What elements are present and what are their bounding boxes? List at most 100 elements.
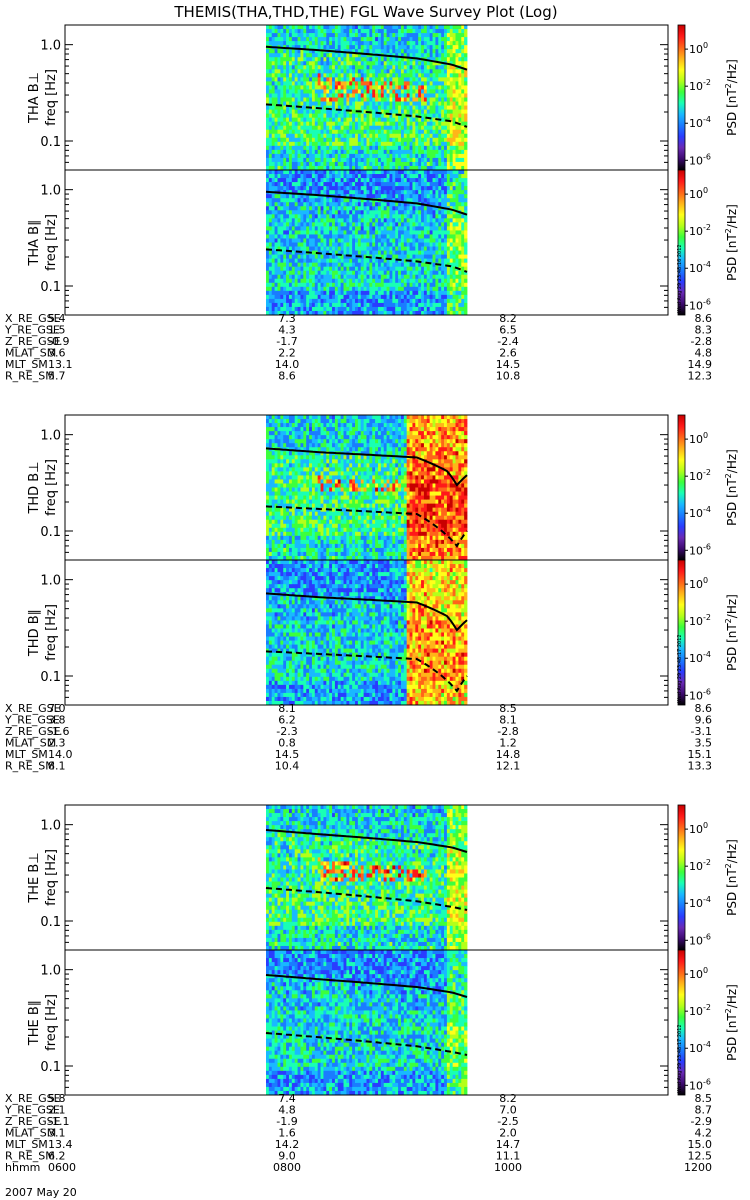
ephemeris-value: 1.5 bbox=[48, 324, 66, 337]
ephemeris-row-label: X_RE_GSE bbox=[5, 312, 61, 325]
freq-axis-label: freq [Hz] bbox=[44, 214, 59, 271]
ephemeris-value: 4.3 bbox=[278, 324, 296, 337]
gyrofrequency-line bbox=[265, 45, 468, 71]
ephemeris-value: 2.3 bbox=[48, 737, 66, 750]
ephemeris-value: 8.6 bbox=[278, 370, 296, 383]
colorbar-tick-label: 100 bbox=[689, 966, 708, 981]
ephemeris-value: 9.0 bbox=[278, 1150, 296, 1163]
colorbar bbox=[677, 414, 686, 561]
colorbar bbox=[677, 24, 686, 171]
colorbar-tick-label: 10-2 bbox=[689, 613, 711, 628]
colorbar-tick-label: 10-6 bbox=[689, 152, 711, 167]
ephemeris-value: 6.2 bbox=[278, 714, 296, 727]
ephemeris-value: 3.1 bbox=[48, 1127, 66, 1140]
ephemeris-row-label: hhmm bbox=[5, 1161, 40, 1174]
colorbar-tick-label: 10-4 bbox=[689, 895, 711, 910]
plot-timestamp: Wed Aug 29 23:48:17 2012 bbox=[677, 634, 683, 703]
ephemeris-row-label: Y_RE_GSE bbox=[4, 1104, 60, 1117]
spectrogram-panel-thd-perp: 1.0 0.1 THD B⊥ freq [Hz] 100 10-2 10-4 10-6 PSD … bbox=[27, 414, 739, 561]
colorbar-tick-label: 10-6 bbox=[689, 542, 711, 557]
spectrogram-image bbox=[266, 415, 468, 561]
gyrofrequency-line bbox=[265, 974, 468, 998]
panel-frame bbox=[64, 169, 669, 316]
ephemeris-value: 10.4 bbox=[275, 760, 300, 773]
ephemeris-row-label: Z_RE_GSE bbox=[5, 335, 61, 348]
ephemeris-row-label: MLT_SM bbox=[5, 358, 48, 371]
plot-timestamp: Wed Aug 29 23:48:16 2012 bbox=[677, 244, 683, 313]
ephemeris-value: 4.8 bbox=[278, 1104, 296, 1117]
colorbar bbox=[677, 169, 686, 316]
spectrogram-panel-the-par: 1.0 0.1 THE B∥ freq [Hz] 100 10-2 10-4 10-6 PSD … bbox=[27, 949, 739, 1096]
freq-tick-label: 0.1 bbox=[40, 135, 61, 150]
ephemeris-value: 8.2 bbox=[499, 312, 517, 325]
plot-timestamp: Wed Aug 29 23:48:17 2012 bbox=[677, 1024, 683, 1093]
colorbar-tick-label: 10-6 bbox=[689, 687, 711, 702]
colorbar-tick-label: 10-2 bbox=[689, 468, 711, 483]
colorbar-tick-label: 100 bbox=[689, 186, 708, 201]
ephemeris-value: -1.9 bbox=[276, 1115, 297, 1128]
colorbar-tick-label: 10-4 bbox=[689, 260, 711, 275]
spectrogram-panel-the-perp: 1.0 0.1 THE B⊥ freq [Hz] 100 10-2 10-4 10-6 PSD … bbox=[27, 804, 739, 951]
ephemeris-value: 8.5 bbox=[499, 702, 517, 715]
spectrogram-image bbox=[266, 560, 468, 706]
ephemeris-row-label: R_RE_SM bbox=[5, 1150, 55, 1163]
freq-tick-label: 1.0 bbox=[40, 39, 61, 54]
ephemeris-value: 1200 bbox=[684, 1161, 712, 1174]
freq-tick-label: 1.0 bbox=[40, 964, 61, 979]
ephemeris-row-label: MLAT_SM bbox=[5, 1127, 56, 1140]
ephemeris-value: 12.5 bbox=[688, 1150, 713, 1163]
ephemeris-value: 15.1 bbox=[688, 748, 713, 761]
ephemeris-value: 15.0 bbox=[688, 1138, 713, 1151]
ephemeris-value: 8.3 bbox=[695, 324, 713, 337]
ephemeris-row-label: X_RE_GSE bbox=[5, 1092, 61, 1105]
colorbar-tick-label: 10-4 bbox=[689, 650, 711, 665]
ephemeris-value: 14.5 bbox=[275, 748, 300, 761]
freq-tick-label: 0.1 bbox=[40, 915, 61, 930]
ephemeris-value: 14.9 bbox=[688, 358, 713, 371]
ephemeris-value: 2.1 bbox=[48, 1104, 66, 1117]
colorbar bbox=[677, 559, 686, 706]
figure-title: THEMIS(THA,THD,THE) FGL Wave Survey Plot… bbox=[173, 3, 557, 21]
ephemeris-row-label: Z_RE_GSE bbox=[5, 725, 61, 738]
ephemeris-value: 2.6 bbox=[499, 347, 517, 360]
ephemeris-value: 0.8 bbox=[278, 737, 296, 750]
freq-tick-label: 1.0 bbox=[40, 819, 61, 834]
colorbar-label: PSD [nT2/Hz] bbox=[724, 204, 739, 281]
freq-axis-label: freq [Hz] bbox=[44, 849, 59, 906]
gyrofrequency-line bbox=[265, 190, 468, 216]
freq-tick-label: 1.0 bbox=[40, 429, 61, 444]
freq-axis-label: freq [Hz] bbox=[44, 994, 59, 1051]
colorbar-label: PSD [nT2/Hz] bbox=[724, 59, 739, 136]
gyrofrequency-line bbox=[265, 829, 468, 853]
freq-axis-label: freq [Hz] bbox=[44, 459, 59, 516]
ephemeris-value: 8.1 bbox=[499, 714, 517, 727]
ephemeris-value: 8.5 bbox=[695, 1092, 713, 1105]
panel-ylabel: THA B∥ bbox=[27, 219, 42, 266]
ephemeris-value: -2.3 bbox=[276, 725, 297, 738]
ephemeris-value: -2.8 bbox=[497, 725, 518, 738]
ephemeris-value: 14.2 bbox=[275, 1138, 300, 1151]
ephemeris-value: 8.1 bbox=[48, 760, 66, 773]
ephemeris-value: 6.5 bbox=[499, 324, 517, 337]
half-gyrofrequency-line bbox=[265, 887, 468, 911]
ephemeris-value: 1000 bbox=[494, 1161, 522, 1174]
panel-ylabel: THE B∥ bbox=[27, 1000, 42, 1046]
ephemeris-value: 5.7 bbox=[48, 370, 66, 383]
ephemeris-row-label: X_RE_GSE bbox=[5, 702, 61, 715]
ephemeris-value: 14.0 bbox=[48, 748, 73, 761]
colorbar-tick-label: 10-4 bbox=[689, 505, 711, 520]
ephemeris-value: -2.8 bbox=[691, 335, 712, 348]
colorbar-label: PSD [nT2/Hz] bbox=[724, 594, 739, 671]
ephemeris-value: 5.8 bbox=[48, 1092, 66, 1105]
colorbar-tick-label: 10-6 bbox=[689, 932, 711, 947]
ephemeris-row-label: R_RE_SM bbox=[5, 760, 55, 773]
colorbar-label: PSD [nT2/Hz] bbox=[724, 839, 739, 916]
colorbar-tick-label: 100 bbox=[689, 41, 708, 56]
ephemeris-value: 14.0 bbox=[275, 358, 300, 371]
ephemeris-value: 1.6 bbox=[278, 1127, 296, 1140]
ephemeris-row-label: Y_RE_GSE bbox=[4, 714, 60, 727]
spectrogram-panel-tha-perp: 1.0 0.1 THA B⊥ freq [Hz] 100 10-2 10-4 10-6 PSD … bbox=[27, 24, 739, 171]
